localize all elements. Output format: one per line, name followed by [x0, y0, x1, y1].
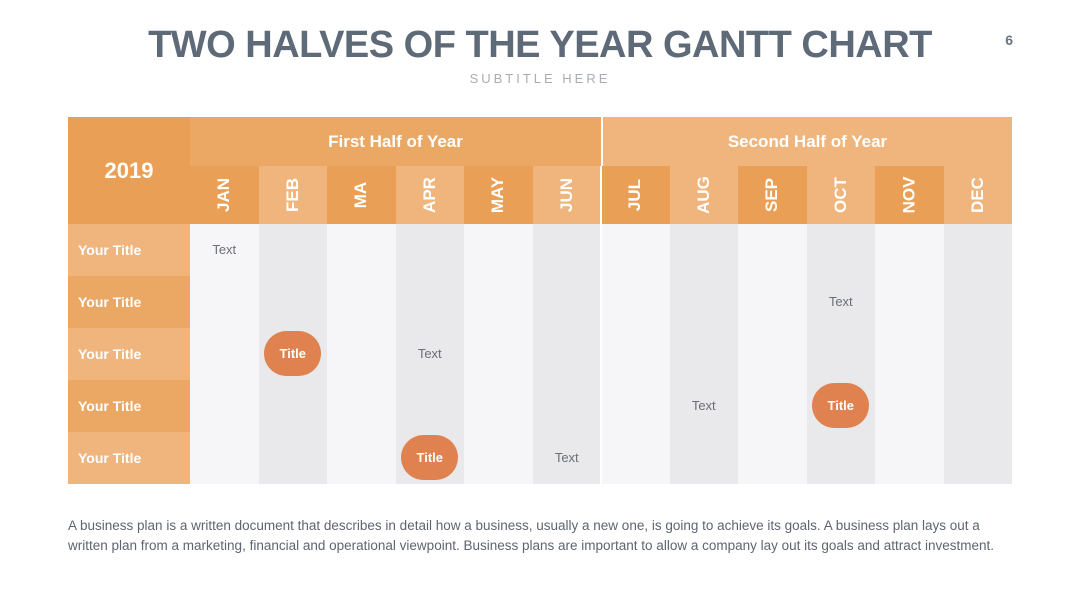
month-header-dec: DEC [943, 166, 1012, 224]
month-column-jun [532, 224, 601, 484]
month-column-jul [601, 224, 670, 484]
month-header-feb: FEB [258, 166, 327, 224]
month-header-jul: JUL [601, 166, 670, 224]
month-label: APR [419, 177, 439, 213]
first-half-header: First Half of Year [190, 117, 601, 166]
row-title: Your Title [68, 380, 190, 432]
task-pill: Title [264, 330, 322, 376]
page-number: 6 [1005, 32, 1013, 48]
month-column-dec [943, 224, 1012, 484]
month-label: JAN [214, 177, 234, 213]
month-label: FEB [282, 178, 302, 212]
month-column-aug [669, 224, 738, 484]
row-title: Your Title [68, 276, 190, 328]
month-column-nov [875, 224, 944, 484]
cell-text: Text [417, 346, 442, 361]
month-label: MA [351, 181, 371, 209]
month-header-jan: JAN [190, 166, 259, 224]
month-header-sep: SEP [738, 166, 807, 224]
month-header-may: MAY [464, 166, 533, 224]
month-header-aug: AUG [669, 166, 738, 224]
half-divider [600, 166, 602, 484]
year-cell: 2019 [68, 117, 190, 224]
month-label: DEC [967, 177, 987, 213]
month-column-may [464, 224, 533, 484]
cell-text: Text [828, 294, 853, 309]
month-header-oct: OCT [806, 166, 875, 224]
month-header-nov: NOV [875, 166, 944, 224]
month-label: NOV [899, 176, 919, 214]
task-pill: Title [812, 382, 870, 428]
page-title: TWO HALVES OF THE YEAR GANTT CHART [148, 24, 932, 66]
month-label: MAY [488, 176, 508, 214]
task-pill: Title [401, 434, 459, 480]
month-header-ma: MA [327, 166, 396, 224]
month-label: SEP [762, 177, 782, 213]
month-column-jan [190, 224, 259, 484]
month-label: JUN [556, 177, 576, 213]
second-half-header: Second Half of Year [601, 117, 1012, 166]
row-title: Your Title [68, 432, 190, 484]
cell-text: Text [212, 242, 237, 257]
month-column-ma [327, 224, 396, 484]
month-label: OCT [830, 177, 850, 213]
row-title: Your Title [68, 224, 190, 276]
gantt-chart: 2019 First Half of Year Second Half of Y… [68, 117, 1012, 484]
month-column-sep [738, 224, 807, 484]
month-header-jun: JUN [532, 166, 601, 224]
cell-text: Text [554, 450, 579, 465]
description-paragraph: A business plan is a written document th… [68, 518, 994, 553]
month-header-apr: APR [395, 166, 464, 224]
cell-text: Text [691, 398, 716, 413]
month-column-oct [806, 224, 875, 484]
page-subtitle: SUBTITLE HERE [469, 71, 611, 86]
row-title: Your Title [68, 328, 190, 380]
month-label: JUL [625, 178, 645, 212]
month-label: AUG [693, 176, 713, 214]
